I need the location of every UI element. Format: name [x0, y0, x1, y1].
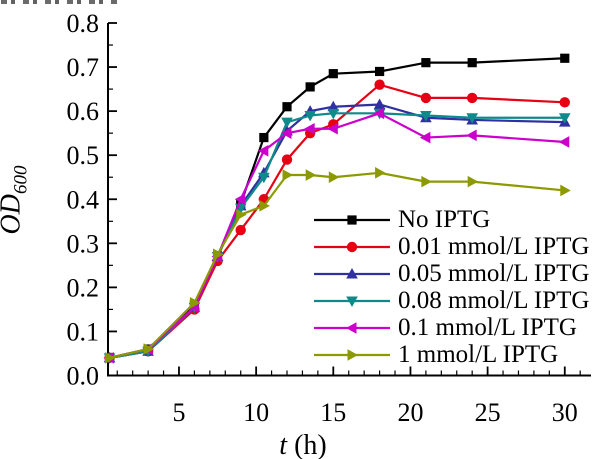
y-tick-label: 0.1	[67, 317, 100, 346]
data-point-0-01-mmol-l-iptg	[466, 92, 478, 104]
data-point-no-iptg	[328, 69, 338, 79]
legend-marker	[346, 241, 358, 252]
data-point-0-01-mmol-l-iptg	[374, 79, 385, 90]
data-point-0-01-mmol-l-iptg	[235, 224, 246, 236]
chart-legend: No IPTG 0.01 mmol/L IPTG 0.05 mmol/L IPT…	[314, 206, 589, 368]
y-tick-label: 0.4	[67, 185, 100, 214]
legend-label: 0.1 mmol/L IPTG	[398, 314, 577, 341]
x-tick-label: 20	[397, 398, 423, 427]
data-point-0-1-mmol-l-iptg	[373, 107, 385, 120]
data-point-0-1-mmol-l-iptg	[419, 131, 431, 144]
data-point-1-mmol-l-iptg	[213, 248, 224, 261]
data-point-0-05-mmol-l-iptg	[373, 98, 386, 110]
x-tick-label: 30	[552, 398, 578, 427]
y-tick-label: 0.6	[67, 97, 100, 126]
data-point-no-iptg	[305, 82, 315, 92]
clipped-text-fragment	[1, 0, 118, 4]
data-point-no-iptg	[259, 132, 269, 143]
data-point-0-1-mmol-l-iptg	[327, 122, 338, 135]
legend-label: 0.08 mmol/L IPTG	[398, 287, 590, 314]
y-tick-label: 0.5	[67, 141, 100, 170]
data-point-no-iptg	[374, 66, 385, 77]
data-point-no-iptg	[421, 58, 431, 68]
data-point-0-01-mmol-l-iptg	[281, 154, 293, 165]
y-tick-label: 0.3	[67, 229, 100, 258]
legend-item: 0.01 mmol/L IPTG	[314, 233, 589, 260]
data-point-0-05-mmol-l-iptg	[327, 100, 340, 112]
y-tick-label: 0.0	[67, 362, 100, 391]
data-point-0-01-mmol-l-iptg	[559, 97, 570, 108]
legend-item: 0.05 mmol/L IPTG	[314, 260, 589, 287]
data-point-0-08-mmol-l-iptg	[558, 113, 571, 124]
legend-marker	[347, 348, 358, 361]
y-axis-title-sub: 600	[10, 165, 32, 195]
data-point-0-1-mmol-l-iptg	[304, 122, 315, 135]
data-point-0-08-mmol-l-iptg	[327, 108, 340, 120]
data-point-0-08-mmol-l-iptg	[281, 117, 293, 129]
y-axis-title-main: OD	[0, 194, 27, 235]
legend-label: No IPTG	[398, 206, 491, 233]
data-point-1-mmol-l-iptg	[189, 296, 201, 309]
data-point-0-08-mmol-l-iptg	[420, 111, 432, 122]
data-point-0-1-mmol-l-iptg	[558, 136, 570, 148]
y-tick-label: 0.2	[67, 273, 100, 302]
data-point-no-iptg	[467, 58, 477, 68]
legend-swatch-1	[314, 348, 390, 361]
data-point-1-mmol-l-iptg	[282, 169, 294, 181]
legend-swatch-0-05	[314, 267, 390, 278]
legend-swatch-0-01	[314, 241, 390, 252]
data-point-0-01-mmol-l-iptg	[420, 92, 432, 104]
legend-label: 1 mmol/L IPTG	[398, 341, 559, 368]
legend-item: 0.1 mmol/L IPTG	[314, 314, 589, 341]
x-tick-label: 10	[243, 398, 269, 427]
data-point-0-1-mmol-l-iptg	[466, 129, 477, 142]
data-point-1-mmol-l-iptg	[259, 200, 270, 212]
data-point-0-08-mmol-l-iptg	[304, 111, 316, 122]
data-point-1-mmol-l-iptg	[421, 175, 432, 188]
legend-swatch-0-1	[314, 321, 390, 334]
x-tick-label: 15	[320, 398, 346, 427]
x-axis-title: t (h)	[0, 430, 606, 459]
data-point-1-mmol-l-iptg	[467, 175, 479, 188]
y-tick-label: 0.8	[67, 9, 100, 38]
legend-label: 0.01 mmol/L IPTG	[398, 233, 590, 260]
legend-marker	[346, 267, 358, 278]
x-tick-label: 25	[475, 398, 501, 427]
legend-marker	[346, 296, 358, 307]
x-tick-label: 5	[172, 398, 185, 427]
legend-marker	[346, 321, 357, 334]
legend-item: 1 mmol/L IPTG	[314, 341, 589, 368]
data-point-1-mmol-l-iptg	[105, 352, 116, 364]
x-axis-title-var: t	[279, 430, 288, 459]
data-point-0-1-mmol-l-iptg	[281, 127, 292, 139]
legend-item: No IPTG	[314, 206, 589, 233]
data-point-no-iptg	[282, 102, 292, 112]
data-point-1-mmol-l-iptg	[143, 343, 155, 355]
legend-swatch-0-08	[314, 296, 390, 307]
data-point-1-mmol-l-iptg	[375, 167, 386, 179]
x-axis-title-unit: (h)	[294, 430, 327, 459]
data-point-1-mmol-l-iptg	[236, 208, 247, 221]
data-point-0-08-mmol-l-iptg	[258, 172, 270, 184]
y-axis-title: OD600	[0, 166, 32, 235]
data-point-0-1-mmol-l-iptg	[257, 144, 269, 157]
legend-item: 0.08 mmol/L IPTG	[314, 287, 589, 314]
data-point-1-mmol-l-iptg	[560, 184, 571, 197]
data-point-no-iptg	[560, 53, 570, 63]
legend-marker	[347, 214, 357, 225]
legend-swatch-no-iptg	[314, 214, 390, 225]
data-point-0-1-mmol-l-iptg	[234, 193, 246, 206]
y-tick-label: 0.7	[67, 53, 100, 82]
series-1-mmol-l-iptg	[105, 167, 571, 364]
data-point-1-mmol-l-iptg	[305, 169, 317, 181]
data-point-1-mmol-l-iptg	[328, 171, 340, 184]
legend-label: 0.05 mmol/L IPTG	[398, 260, 590, 287]
data-point-0-08-mmol-l-iptg	[466, 113, 478, 124]
